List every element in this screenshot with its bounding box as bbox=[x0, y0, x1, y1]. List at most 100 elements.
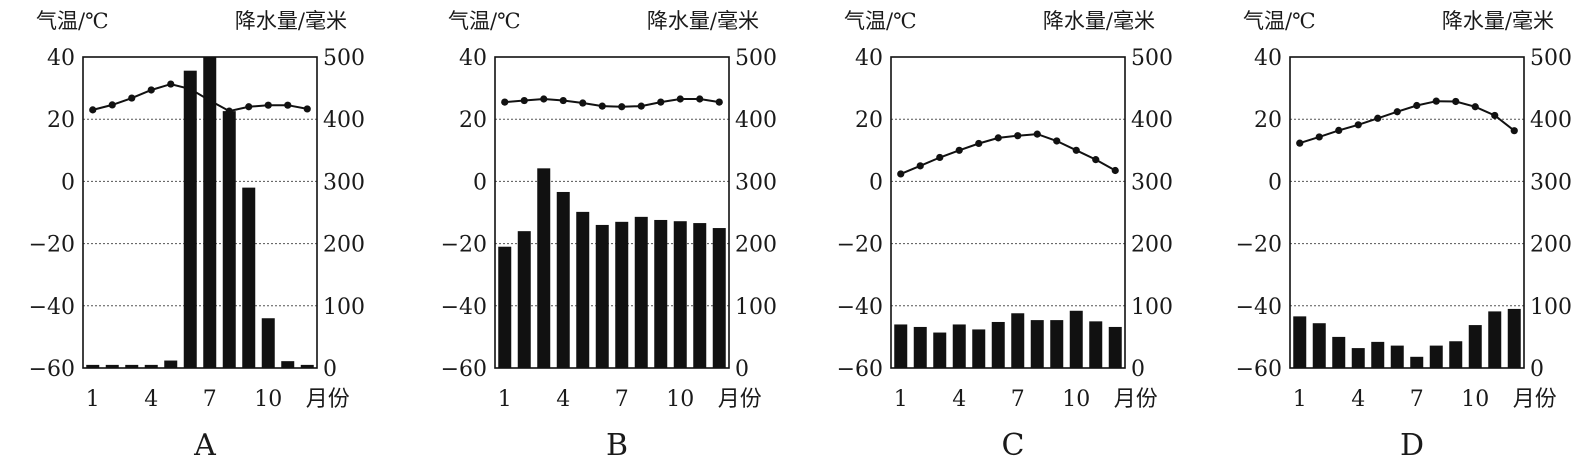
precip-bar bbox=[1030, 320, 1044, 368]
temp-tick-label: 40 bbox=[47, 46, 75, 71]
precip-tick-label: 400 bbox=[1131, 108, 1173, 133]
precip-bar bbox=[634, 216, 648, 368]
month-tick-label: 4 bbox=[952, 387, 966, 412]
plot-frame bbox=[1289, 56, 1525, 369]
panel-label: C bbox=[1002, 428, 1025, 463]
temperature-point bbox=[1072, 146, 1080, 154]
panel-label: A bbox=[193, 428, 216, 463]
temperature-point bbox=[108, 101, 116, 109]
precip-tick-label: 200 bbox=[1530, 233, 1572, 258]
precip-bar bbox=[1390, 345, 1404, 368]
temperature-point bbox=[1335, 126, 1343, 134]
precip-tick-label: 200 bbox=[1131, 233, 1173, 258]
precip-bar bbox=[164, 360, 178, 368]
precip-tick-label: 200 bbox=[323, 233, 365, 258]
temp-tick-label: −60 bbox=[29, 357, 75, 382]
month-tick-label: 4 bbox=[1351, 387, 1365, 412]
temperature-point bbox=[618, 103, 626, 111]
temperature-point bbox=[598, 102, 606, 110]
precip-bar bbox=[615, 221, 629, 368]
month-tick-label: 4 bbox=[144, 387, 158, 412]
temperature-point bbox=[936, 153, 944, 162]
x-unit-label: 月份 bbox=[1114, 387, 1158, 412]
temperature-axis-title: 气温/℃ bbox=[1243, 9, 1316, 33]
temp-tick-label: −60 bbox=[441, 357, 487, 382]
temperature-point bbox=[540, 95, 548, 103]
precip-bar bbox=[1449, 341, 1463, 368]
temperature-point bbox=[657, 98, 665, 106]
month-tick-label: 10 bbox=[666, 387, 694, 412]
temp-tick-label: 0 bbox=[869, 170, 883, 195]
precip-bar bbox=[933, 332, 947, 368]
temp-tick-label: −20 bbox=[441, 233, 487, 258]
temperature-axis-title: 气温/℃ bbox=[36, 9, 109, 33]
precip-tick-label: 400 bbox=[323, 108, 365, 133]
temp-tick-label: −60 bbox=[837, 357, 883, 382]
temperature-point bbox=[897, 170, 905, 178]
temperature-point bbox=[128, 94, 136, 102]
precip-bar bbox=[654, 219, 668, 368]
precip-tick-label: 300 bbox=[735, 170, 777, 195]
temperature-point bbox=[264, 101, 272, 109]
x-unit-label: 月份 bbox=[1513, 387, 1557, 412]
precipitation-axis-title: 降水量/毫米 bbox=[1442, 9, 1554, 33]
precip-bar bbox=[894, 324, 908, 368]
temperature-point bbox=[206, 96, 214, 105]
temp-tick-label: 0 bbox=[473, 170, 487, 195]
x-unit-label: 月份 bbox=[306, 387, 350, 412]
precip-tick-label: 500 bbox=[323, 46, 365, 71]
temp-tick-label: −40 bbox=[441, 295, 487, 320]
temp-tick-label: 40 bbox=[855, 46, 883, 71]
precip-bar bbox=[712, 228, 726, 368]
precip-bar bbox=[693, 223, 707, 368]
precip-tick-label: 100 bbox=[1131, 295, 1173, 320]
precipitation-axis-title: 降水量/毫米 bbox=[235, 9, 347, 33]
temperature-point bbox=[1374, 114, 1382, 122]
precip-bar bbox=[1507, 308, 1521, 368]
temperature-point bbox=[1471, 103, 1479, 111]
precip-bar bbox=[498, 246, 512, 368]
plot-frame bbox=[494, 56, 730, 369]
temperature-point bbox=[186, 85, 194, 93]
temp-tick-label: −40 bbox=[1236, 295, 1282, 320]
precip-bar bbox=[673, 221, 687, 368]
temperature-point bbox=[147, 86, 155, 94]
precip-bar bbox=[125, 364, 139, 368]
month-tick-label: 1 bbox=[894, 387, 908, 412]
precip-bar bbox=[222, 111, 236, 368]
precip-bar bbox=[86, 364, 100, 368]
precip-bar bbox=[300, 364, 314, 368]
temp-tick-label: −40 bbox=[837, 295, 883, 320]
precip-tick-label: 500 bbox=[1131, 46, 1173, 71]
precip-bar bbox=[576, 211, 590, 368]
precip-tick-label: 0 bbox=[1530, 357, 1544, 382]
precip-bar bbox=[1312, 323, 1326, 368]
temp-tick-label: 20 bbox=[47, 108, 75, 133]
precip-tick-label: 400 bbox=[735, 108, 777, 133]
precip-tick-label: 300 bbox=[323, 170, 365, 195]
temperature-point bbox=[1452, 97, 1460, 106]
temperature-line bbox=[504, 97, 720, 108]
temperature-axis-title: 气温/℃ bbox=[448, 9, 521, 33]
precip-tick-label: 400 bbox=[1530, 108, 1572, 133]
precip-bar bbox=[517, 231, 531, 368]
month-tick-label: 1 bbox=[1293, 387, 1307, 412]
month-tick-label: 7 bbox=[203, 387, 217, 412]
month-tick-label: 7 bbox=[615, 387, 629, 412]
temperature-point bbox=[916, 162, 924, 170]
x-unit-label: 月份 bbox=[718, 387, 762, 412]
precip-bar bbox=[952, 324, 966, 368]
temperature-point bbox=[637, 102, 645, 110]
temperature-point bbox=[1296, 139, 1304, 147]
precip-bar bbox=[1488, 311, 1502, 368]
precip-bar bbox=[1293, 316, 1307, 368]
temp-tick-label: −20 bbox=[29, 233, 75, 258]
temperature-point bbox=[89, 106, 97, 114]
temperature-point bbox=[1033, 130, 1041, 138]
precip-tick-label: 500 bbox=[1530, 46, 1572, 71]
panel-label: B bbox=[606, 428, 628, 463]
temperature-point bbox=[520, 96, 528, 105]
temperature-point bbox=[579, 99, 587, 107]
